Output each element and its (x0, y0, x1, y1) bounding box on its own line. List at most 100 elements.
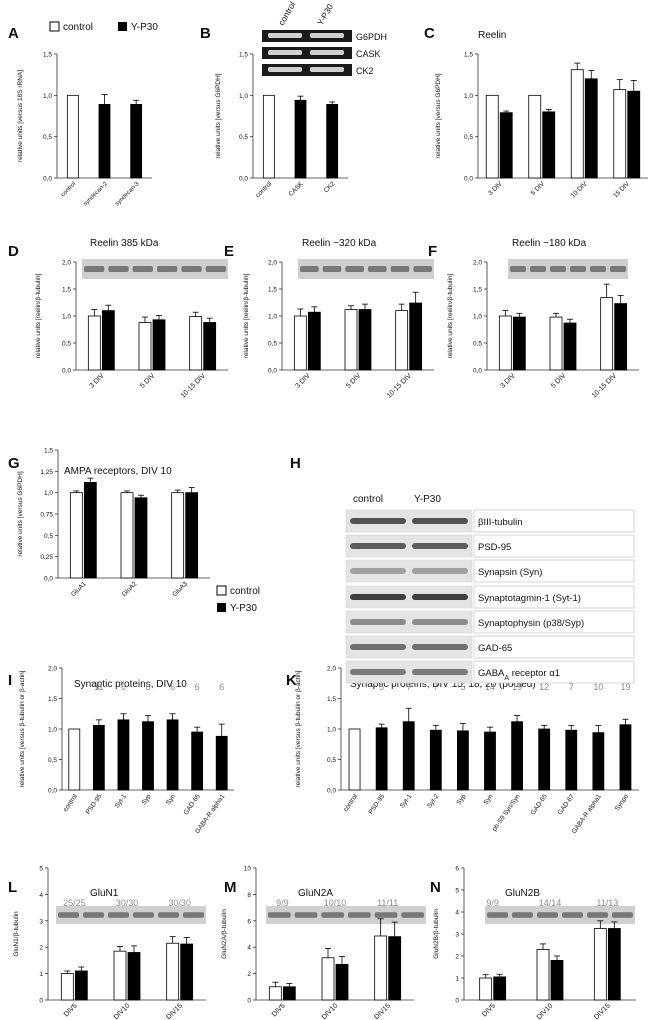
x-tick-label: Syt-1 (114, 793, 129, 810)
blot-h-protein-label: GABAA receptor α1 (478, 668, 560, 682)
sample-count-label: 6 (195, 682, 200, 692)
bar-treated (101, 310, 115, 371)
y-tick-label: 0,0 (44, 576, 53, 583)
y-tick-label: 1 (39, 971, 43, 978)
panel-letter-e: E (224, 243, 234, 260)
blot-band (587, 912, 608, 918)
chart-g: 0,0 0,25 0,5 0,75 1,0 1,25 1,5 relative units [… (17, 448, 210, 598)
blot-h-label-box (473, 534, 635, 558)
y-axis-label: GluN1/β-tubulin (13, 911, 20, 957)
bar-treated (98, 104, 111, 179)
x-tick-label: GAD-65 (183, 793, 202, 817)
y-tick-label: 0,75 (40, 512, 53, 519)
y-tick-label: 0,0 (268, 368, 277, 375)
y-tick-label: 3 (39, 918, 43, 925)
x-tick-label: DIV15 (165, 1002, 184, 1020)
y-tick-label: 1,5 (43, 52, 52, 59)
bar-control (348, 728, 361, 791)
blot-h-protein-label: Synaptophysin (p38/Syp) (478, 618, 584, 629)
legend-g-swatch-control (216, 585, 227, 596)
y-tick-label: 2,0 (48, 666, 57, 673)
bar-treated (375, 727, 388, 791)
sample-count-label: 6 (145, 682, 150, 692)
x-tick-label: control (60, 181, 77, 198)
panel-letter-a: A (8, 25, 19, 42)
bar-treated (191, 731, 204, 791)
y-axis-label: relative units [versus G6PDH] (435, 73, 442, 158)
x-tick-label: 10-15 DIV (180, 372, 207, 399)
x-tick-label: 5 DIV (550, 372, 568, 390)
blot-band (610, 266, 626, 272)
bar-control (528, 94, 542, 179)
y-tick-label: 0,5 (473, 341, 482, 348)
blot-strip-d (82, 259, 228, 279)
blot-band (413, 266, 432, 272)
y-tick-label: 1,0 (327, 727, 336, 734)
bar-control (593, 928, 607, 1001)
bar-treated (429, 729, 442, 791)
bar-treated (493, 976, 507, 1001)
bar-control (321, 957, 335, 1001)
panel-title-c: Reelin (478, 30, 506, 41)
bar-control (293, 315, 307, 371)
y-tick-label: 1,5 (473, 287, 482, 294)
sample-count-label: 25/25 (63, 898, 86, 908)
blot-h-protein-label: GAD-65 (478, 643, 512, 654)
panel-letter-k: K (286, 672, 297, 689)
sample-count-label: 7 (406, 682, 411, 692)
bar-treated (627, 90, 641, 179)
x-tick-label: 3 DIV (88, 372, 106, 390)
panel-letter-c: C (424, 25, 435, 42)
panel-letter-g: G (8, 455, 20, 472)
bar-control (498, 315, 512, 371)
bar-treated (512, 316, 526, 371)
sample-count-label: 9/9 (276, 898, 289, 908)
blot-h-strip (345, 660, 473, 684)
y-tick-label: 1,5 (48, 696, 57, 703)
sample-count-label: 12 (539, 682, 549, 692)
blot-h-label-box (473, 585, 635, 609)
blot-band (348, 912, 371, 918)
y-tick-label: 2,0 (268, 260, 277, 267)
bar-treated (134, 497, 148, 579)
x-tick-label: Syt-2 (426, 793, 441, 810)
blot-band (294, 912, 318, 918)
x-tick-label: control (342, 793, 359, 813)
y-tick-label: 8 (247, 892, 251, 899)
blot-h-band (412, 669, 468, 675)
blot-h-label-box (473, 559, 635, 583)
bar-control (536, 949, 550, 1001)
blot-h-strip (345, 559, 473, 583)
blot-b-label: G6PDH (356, 32, 387, 42)
bar-control (570, 69, 584, 179)
blot-b-label: CK2 (356, 66, 374, 76)
blot-band (537, 912, 558, 918)
x-tick-label: DIV15 (593, 1002, 612, 1020)
blot-h-band (350, 568, 406, 574)
panel-title-d: Reelin 385 kDa (90, 238, 159, 249)
sample-count-label: 10 (593, 682, 603, 692)
y-axis-label: relative units [reelin/β-tubulin] (243, 273, 250, 358)
x-tick-label: Syt-1 (399, 793, 414, 810)
blot-h-lane-label: Y-P30 (414, 494, 441, 505)
bar-treated (614, 303, 628, 371)
blot-strip-f (508, 259, 628, 279)
blot-h-band (350, 518, 406, 524)
x-tick-label: DIV10 (536, 1002, 555, 1020)
blot-band (58, 912, 79, 918)
bar-treated (166, 719, 179, 791)
chart-a: 0,0 0,5 1,0 1,5 relative units [versus 18S r… (17, 52, 152, 207)
x-tick-label: GluA2 (121, 580, 139, 598)
x-tick-label: 5 DIV (530, 180, 547, 197)
bar-treated (180, 943, 194, 1001)
bar-treated (358, 309, 372, 371)
x-tick-label: GluA1 (70, 580, 88, 598)
panel-title-f: Reelin ~180 kDa (512, 238, 587, 249)
chart-l: 0 1 2 3 4 5 GluN1/β-tubulin DIV5 DIV10 DIV15 25/25… (13, 866, 206, 1020)
sample-count-label: 10/10 (324, 898, 347, 908)
y-tick-label: 0,0 (239, 176, 248, 183)
chart-d: 0,0 0,5 1,0 1,5 2,0 relative units [reelin/β-… (35, 260, 228, 400)
bar-treated (152, 319, 166, 371)
y-tick-label: 4 (455, 910, 459, 917)
blot-band (132, 266, 153, 272)
